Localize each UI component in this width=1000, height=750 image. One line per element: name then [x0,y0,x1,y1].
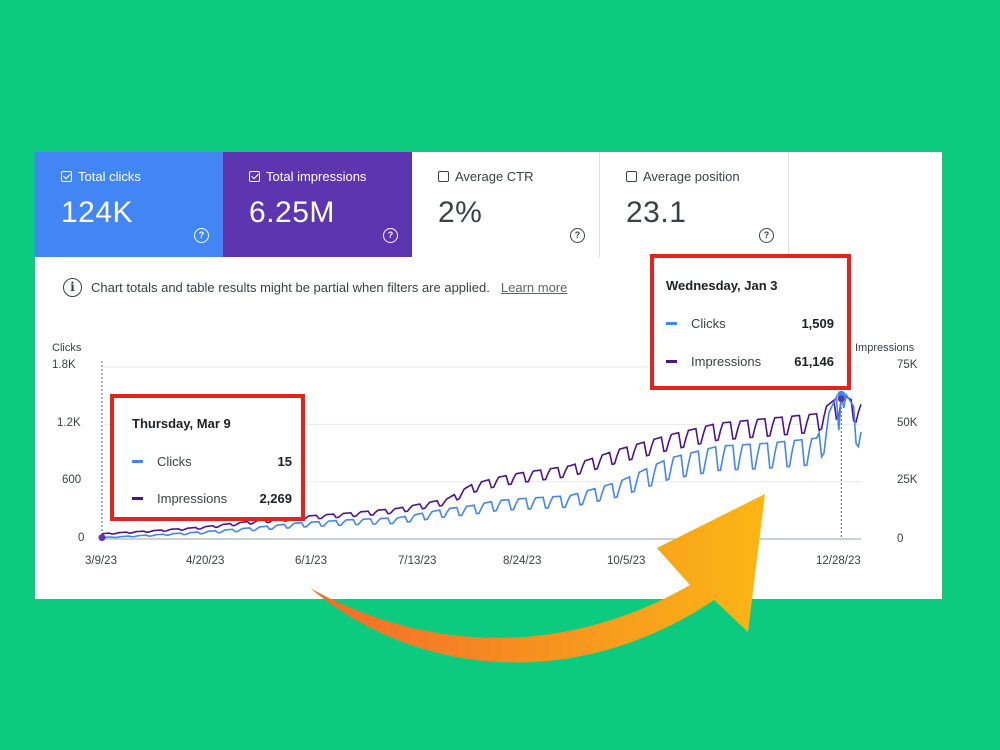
card-label: Average position [643,169,740,184]
total-clicks-card[interactable]: Total clicks 124K ? [35,152,223,257]
average-ctr-card[interactable]: Average CTR 2% ? [412,152,600,257]
tooltip-jan-3: Wednesday, Jan 3 Clicks 1,509 Impression… [650,254,851,390]
card-value: 23.1 [626,196,687,229]
checkbox-unchecked-icon[interactable] [626,171,637,182]
help-icon[interactable]: ? [383,228,398,243]
left-axis-title: Clicks [52,342,82,354]
card-value: 124K [61,196,134,229]
clicks-swatch [666,322,677,325]
tooltip-impressions-row: Impressions 2,269 [132,491,292,506]
tooltip-impressions-row: Impressions 61,146 [666,354,834,369]
learn-more-link[interactable]: Learn more [500,280,568,295]
left-tick: 1.2K [57,417,81,429]
x-tick: 10/5/23 [607,555,646,567]
performance-panel: Total clicks 124K ? Total impressions 6.… [35,152,942,599]
card-value: 6.25M [249,196,335,229]
x-tick: 8/24/23 [503,555,542,567]
impressions-series-line [101,394,862,535]
tooltip-clicks-row: Clicks 1,509 [666,316,834,331]
tooltip-clicks-row: Clicks 15 [132,454,292,469]
tooltip-clicks-label: Clicks [691,316,726,331]
info-icon: i [63,278,82,297]
card-label: Average CTR [455,169,534,184]
left-tick: 600 [62,474,82,486]
partial-data-notice: i Chart totals and table results might b… [63,278,567,297]
tooltip-clicks-label: Clicks [157,454,192,469]
clicks-swatch [132,460,143,463]
checkbox-checked-icon[interactable] [61,171,72,182]
tooltip-mar-9: Thursday, Mar 9 Clicks 15 Impressions 2,… [110,394,305,521]
tooltip-date: Thursday, Mar 9 [132,416,231,431]
tooltip-clicks-value: 15 [277,454,292,469]
checkbox-checked-icon[interactable] [249,171,260,182]
tooltip-clicks-value: 1,509 [801,316,834,331]
x-tick: 4/20/23 [186,555,225,567]
tooltip-impressions-value: 2,269 [259,491,292,506]
help-icon[interactable]: ? [194,228,209,243]
card-label: Total clicks [78,169,141,184]
hover-point [837,395,845,403]
x-tick: 12/28/23 [816,555,861,567]
right-tick: 50K [897,417,918,429]
left-tick: 1.8K [52,359,76,371]
card-value: 2% [438,196,483,229]
hover-point [98,534,106,542]
card-label: Total impressions [266,169,367,184]
left-tick: 0 [78,532,85,544]
average-position-card[interactable]: Average position 23.1 ? [600,152,789,257]
impressions-swatch [666,360,677,363]
tooltip-impressions-value: 61,146 [794,354,834,369]
help-icon[interactable]: ? [759,228,774,243]
x-tick: 11/16/23 [712,555,756,567]
right-tick: 0 [897,533,904,545]
x-tick: 7/13/23 [398,555,437,567]
impressions-swatch [132,497,143,500]
tooltip-impressions-label: Impressions [691,354,762,369]
tooltip-impressions-label: Impressions [157,491,228,506]
right-tick: 75K [897,359,918,371]
x-tick: 6/1/23 [295,555,327,567]
tooltip-date: Wednesday, Jan 3 [666,278,778,293]
checkbox-unchecked-icon[interactable] [438,171,449,182]
right-tick: 25K [897,474,918,486]
total-impressions-card[interactable]: Total impressions 6.25M ? [223,152,412,257]
right-axis-title: Impressions [855,342,915,354]
help-icon[interactable]: ? [570,228,585,243]
notice-text: Chart totals and table results might be … [91,280,490,295]
x-tick: 3/9/23 [85,555,117,567]
